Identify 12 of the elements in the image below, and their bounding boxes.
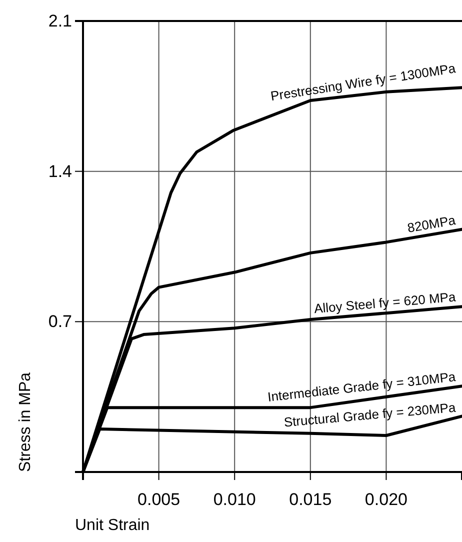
series-label: Alloy Steel fy = 620 MPa — [313, 289, 458, 316]
x-tick-label: 0.005 — [138, 490, 180, 510]
text: 820MPa — [406, 212, 458, 236]
text: Prestressing Wire fy = 1300MPa — [270, 60, 458, 104]
y-axis-title: Stress in MPa — [17, 372, 34, 472]
x-tick-label: 0.015 — [289, 490, 332, 510]
x-axis-title: Unit Strain — [75, 517, 150, 534]
x-tick-label: 0.020 — [364, 490, 408, 510]
y-tick-label: 0.7 — [48, 312, 72, 332]
x-tick-label: 0.010 — [213, 490, 256, 510]
y-tick-label: 1.4 — [48, 162, 72, 181]
y-tick-label: 2.1 — [48, 11, 72, 30]
